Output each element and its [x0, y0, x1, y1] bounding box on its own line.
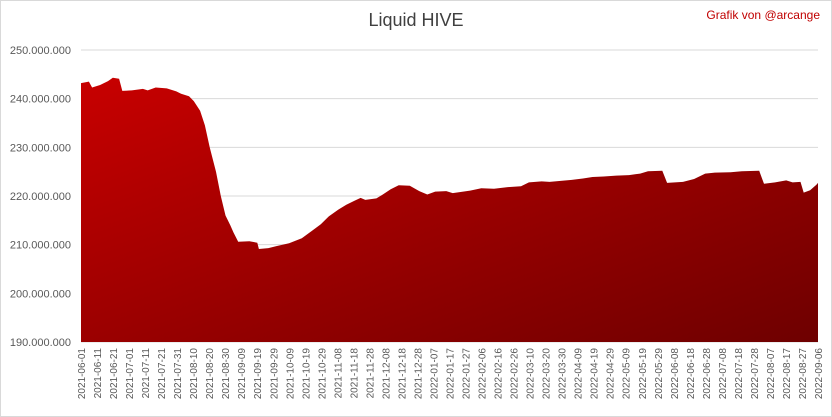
- x-tick-label: 2021-10-29: [317, 348, 328, 400]
- x-tick-label: 2021-09-29: [269, 348, 280, 400]
- x-tick-label: 2021-08-20: [205, 348, 216, 400]
- y-tick-label: 230.000.000: [10, 142, 71, 154]
- x-tick-label: 2021-12-08: [381, 348, 392, 400]
- x-tick-label: 2022-01-07: [430, 348, 441, 400]
- x-tick-label: 2022-02-26: [510, 348, 521, 400]
- x-tick-label: 2021-06-21: [109, 348, 120, 400]
- x-tick-label: 2022-05-29: [654, 348, 665, 400]
- x-tick-label: 2021-09-09: [237, 348, 248, 400]
- x-tick-label: 2021-08-30: [221, 348, 232, 400]
- x-tick-label: 2022-01-27: [462, 348, 473, 400]
- y-axis: 190.000.000 200.000.000 210.000.000 220.000…: [10, 45, 71, 349]
- x-tick-label: 2022-01-17: [446, 348, 457, 400]
- x-tick-label: 2022-08-27: [798, 348, 809, 400]
- y-tick-label: 240.000.000: [10, 94, 71, 106]
- x-tick-label: 2022-06-28: [702, 348, 713, 400]
- x-tick-label: 2022-03-30: [558, 348, 569, 400]
- x-tick-label: 2022-08-07: [766, 348, 777, 400]
- x-tick-label: 2021-07-21: [157, 348, 168, 400]
- x-tick-label: 2021-11-28: [365, 348, 376, 399]
- x-tick-label: 2021-09-19: [253, 348, 264, 400]
- x-tick-label: 2021-12-18: [397, 348, 408, 400]
- x-tick-label: 2022-08-17: [782, 348, 793, 400]
- x-tick-label: 2021-07-31: [173, 348, 184, 400]
- x-tick-label: 2022-06-18: [686, 348, 697, 400]
- x-tick-label: 2021-11-08: [333, 348, 344, 399]
- x-tick-label: 2022-03-10: [526, 348, 537, 400]
- x-axis: 2021-06-01 2021-06-11 2021-06-21 2021-07-01…: [77, 348, 825, 400]
- x-tick-label: 2022-06-08: [670, 348, 681, 400]
- x-tick-label: 2022-07-08: [718, 348, 729, 400]
- x-tick-label: 2022-03-20: [542, 348, 553, 400]
- x-tick-label: 2021-10-19: [301, 348, 312, 400]
- x-tick-label: 2022-02-06: [478, 348, 489, 400]
- series-area: [81, 77, 818, 342]
- x-tick-label: 2022-04-29: [606, 348, 617, 400]
- x-tick-label: 2021-06-11: [93, 348, 104, 399]
- x-tick-label: 2022-05-09: [622, 348, 633, 400]
- chart-credit: Grafik von @arcange: [706, 8, 820, 22]
- x-tick-label: 2021-10-09: [285, 348, 296, 400]
- x-tick-label: 2021-06-01: [77, 348, 88, 400]
- x-tick-label: 2022-07-28: [750, 348, 761, 400]
- x-tick-label: 2022-07-18: [734, 348, 745, 400]
- x-tick-label: 2021-12-28: [414, 348, 425, 400]
- x-tick-label: 2021-11-18: [349, 348, 360, 399]
- x-tick-label: 2022-04-19: [590, 348, 601, 400]
- x-tick-label: 2022-05-19: [638, 348, 649, 400]
- x-tick-label: 2021-08-10: [189, 348, 200, 400]
- x-tick-label: 2021-07-11: [141, 348, 152, 399]
- y-tick-label: 220.000.000: [10, 191, 71, 203]
- x-tick-label: 2022-09-06: [814, 348, 825, 400]
- chart-title: Liquid HIVE: [368, 10, 464, 30]
- x-tick-label: 2021-07-01: [125, 348, 136, 400]
- y-tick-label: 190.000.000: [10, 337, 71, 349]
- y-tick-label: 200.000.000: [10, 288, 71, 300]
- x-tick-label: 2022-02-16: [494, 348, 505, 400]
- y-tick-label: 210.000.000: [10, 240, 71, 252]
- y-tick-label: 250.000.000: [10, 45, 71, 57]
- x-tick-label: 2022-04-09: [574, 348, 585, 400]
